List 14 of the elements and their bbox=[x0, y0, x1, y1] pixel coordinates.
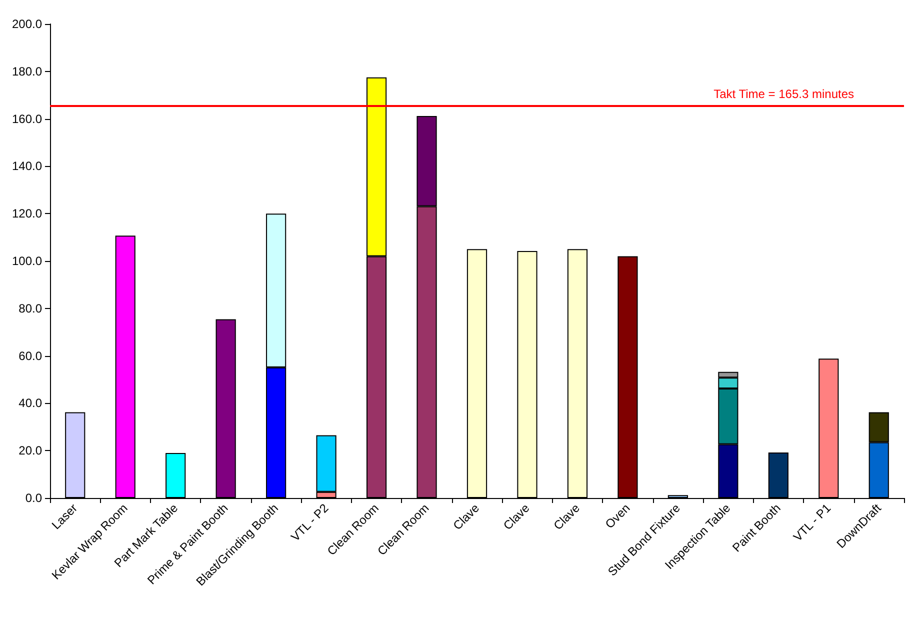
y-tick-label: 120.0 bbox=[12, 206, 42, 221]
y-tick-label: 80.0 bbox=[18, 301, 42, 316]
y-tick-label: 40.0 bbox=[18, 396, 42, 410]
y-tick-label: 100.0 bbox=[12, 254, 42, 268]
x-tick-label: VTL - P2 bbox=[288, 500, 332, 544]
y-tick-label: 200.0 bbox=[12, 17, 42, 31]
y-tick-label: 160.0 bbox=[12, 112, 42, 126]
x-tick-label: VTL - P1 bbox=[790, 500, 834, 544]
ref-line-label: Takt Time = 165.3 minutes bbox=[714, 87, 854, 102]
y-tick-label: 20.0 bbox=[18, 444, 42, 458]
y-tick-label: 60.0 bbox=[18, 348, 42, 363]
y-tick-label: 140.0 bbox=[12, 159, 42, 174]
y-tick-label: 180.0 bbox=[12, 64, 42, 78]
y-tick-label: 0.0 bbox=[25, 491, 42, 505]
